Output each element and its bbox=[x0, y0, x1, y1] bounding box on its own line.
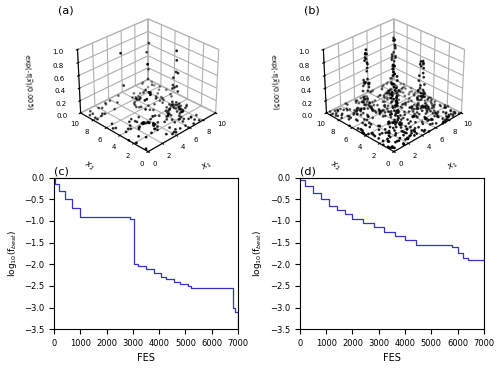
Text: (c): (c) bbox=[54, 167, 69, 177]
X-axis label: FES: FES bbox=[383, 354, 401, 363]
X-axis label: $x_1$: $x_1$ bbox=[446, 158, 460, 173]
Y-axis label: log$_{10}$(f$_{best}$): log$_{10}$(f$_{best}$) bbox=[6, 230, 18, 277]
Y-axis label: $x_2$: $x_2$ bbox=[82, 158, 96, 173]
Y-axis label: log$_{10}$(f$_{best}$): log$_{10}$(f$_{best}$) bbox=[252, 230, 264, 277]
Y-axis label: $x_2$: $x_2$ bbox=[328, 158, 342, 173]
X-axis label: $x_1$: $x_1$ bbox=[200, 158, 214, 173]
Text: (b): (b) bbox=[304, 5, 320, 15]
Text: (a): (a) bbox=[58, 5, 74, 15]
Text: (d): (d) bbox=[300, 167, 316, 177]
X-axis label: FES: FES bbox=[137, 354, 155, 363]
